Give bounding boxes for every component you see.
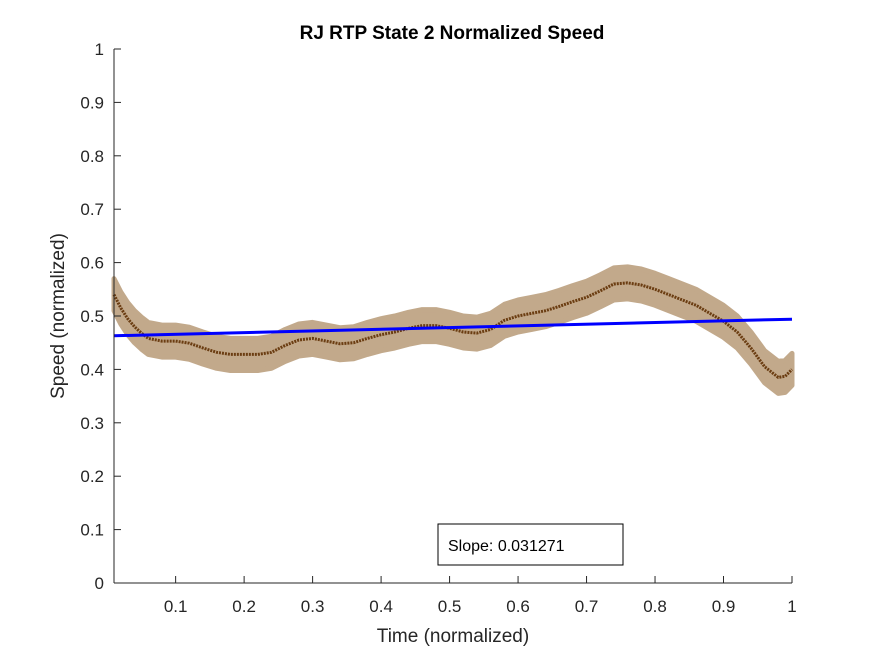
y-tick-label: 0.3 bbox=[80, 414, 104, 433]
x-tick-label: 0.3 bbox=[301, 597, 325, 616]
x-axis-title: Time (normalized) bbox=[377, 626, 529, 647]
chart-title: RJ RTP State 2 Normalized Speed bbox=[300, 23, 605, 44]
plot-area bbox=[111, 264, 795, 396]
x-tick-label: 0.6 bbox=[506, 597, 530, 616]
y-tick-label: 0.8 bbox=[80, 147, 104, 166]
x-tick-label: 0.7 bbox=[575, 597, 599, 616]
y-tick-label: 0.9 bbox=[80, 93, 104, 112]
x-tick-label: 0.4 bbox=[369, 597, 393, 616]
x-tick-label: 0.2 bbox=[232, 597, 256, 616]
x-tick-label: 0.9 bbox=[712, 597, 736, 616]
y-tick-label: 0.2 bbox=[80, 467, 104, 486]
slope-annotation: Slope: 0.031271 bbox=[437, 523, 624, 566]
y-tick-label: 0.5 bbox=[80, 307, 104, 326]
linear-fit-line bbox=[113, 317, 793, 338]
x-tick-label: 1 bbox=[787, 597, 796, 616]
x-tick-label: 0.1 bbox=[164, 597, 188, 616]
y-tick-label: 0.6 bbox=[80, 254, 104, 273]
y-ticks: 0 0.1 0.2 0.3 0.4 0.5 0.6 0.7 0.8 0.9 1 bbox=[80, 40, 121, 593]
x-tick-label: 0.8 bbox=[643, 597, 667, 616]
y-tick-label: 0.7 bbox=[80, 200, 104, 219]
x-tick-label: 0.5 bbox=[438, 597, 462, 616]
y-axis-title: Speed (normalized) bbox=[48, 233, 69, 399]
slope-annotation-box bbox=[437, 523, 624, 566]
slope-annotation-text: Slope: 0.031271 bbox=[448, 538, 565, 555]
y-tick-label: 0.1 bbox=[80, 521, 104, 540]
y-tick-label: 0.4 bbox=[80, 360, 104, 379]
x-ticks: 0.1 0.2 0.3 0.4 0.5 0.6 0.7 0.8 0.9 1 bbox=[164, 576, 797, 616]
y-tick-label: 0 bbox=[95, 574, 104, 593]
y-tick-label: 1 bbox=[95, 40, 104, 59]
